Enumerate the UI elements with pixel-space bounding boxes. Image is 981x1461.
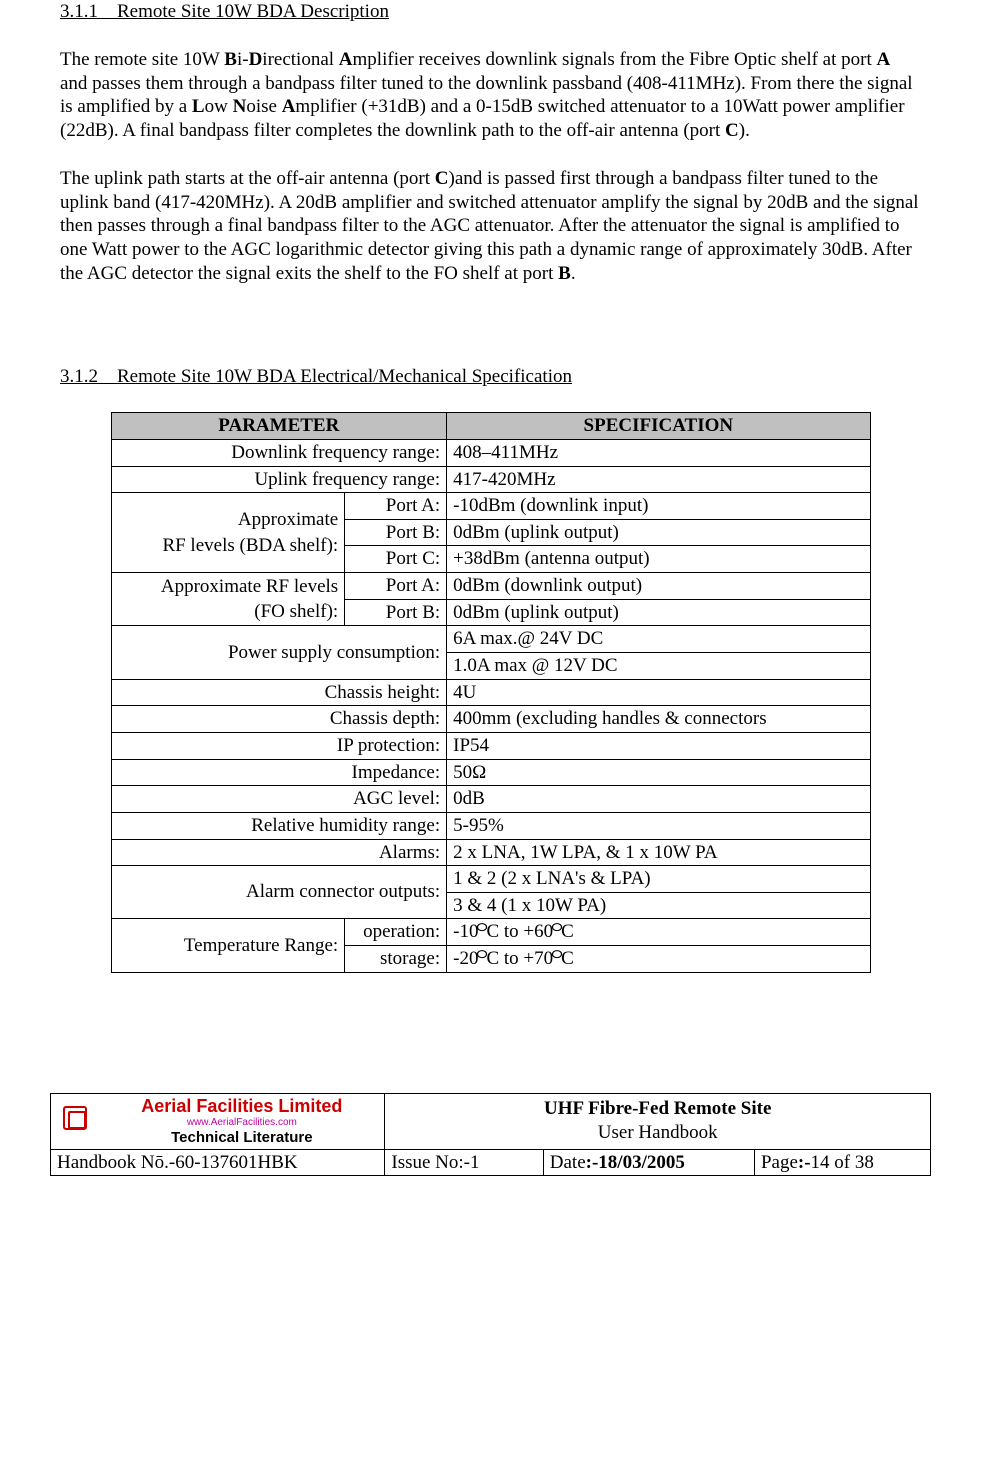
table-row: AGC level: 0dB — [111, 786, 870, 813]
cell-param: Downlink frequency range: — [111, 439, 447, 466]
cell-sub: storage: — [345, 946, 447, 973]
footer-issue: Issue No:-1 — [385, 1149, 543, 1176]
cell-spec: 400mm (excluding handles & connectors — [447, 706, 870, 733]
cell-spec: -10C to +60C — [447, 919, 870, 946]
spec-table: PARAMETER SPECIFICATION Downlink frequen… — [111, 412, 871, 972]
header-specification: SPECIFICATION — [447, 413, 870, 440]
table-row: IP protection: IP54 — [111, 732, 870, 759]
brand-line2: Technical Literature — [105, 1129, 378, 1148]
cell-param: Alarms: — [111, 839, 447, 866]
page-footer: Aerial Facilities Limited www.AerialFaci… — [0, 1093, 981, 1197]
cell-spec: 4U — [447, 679, 870, 706]
section-title: Remote Site 10W BDA Description — [117, 1, 389, 22]
cell-spec: 3 & 4 (1 x 10W PA) — [447, 892, 870, 919]
table-row: Temperature Range: operation: -10C to +6… — [111, 919, 870, 946]
section-title: Remote Site 10W BDA Electrical/Mechanica… — [117, 366, 572, 387]
cell-sub: Port A: — [345, 573, 447, 600]
footer-title-cell: UHF Fibre-Fed Remote Site User Handbook — [385, 1093, 931, 1149]
cell-param: Chassis height: — [111, 679, 447, 706]
cell-spec: IP54 — [447, 732, 870, 759]
cell-spec: 0dBm (downlink output) — [447, 573, 870, 600]
cell-spec: 408–411MHz — [447, 439, 870, 466]
footer-page: Page:-14 of 38 — [754, 1149, 930, 1176]
cell-spec: +38dBm (antenna output) — [447, 546, 870, 573]
table-row: Chassis height: 4U — [111, 679, 870, 706]
footer-table: Aerial Facilities Limited www.AerialFaci… — [50, 1093, 931, 1177]
footer-date: Date:-18/03/2005 — [543, 1149, 754, 1176]
table-row: Uplink frequency range: 417-420MHz — [111, 466, 870, 493]
cell-spec: 50Ω — [447, 759, 870, 786]
cell-param-group: ApproximateRF levels (BDA shelf): — [111, 493, 345, 573]
cell-spec: 1 & 2 (2 x LNA's & LPA) — [447, 866, 870, 893]
cell-spec: -10dBm (downlink input) — [447, 493, 870, 520]
cell-sub: Port B: — [345, 519, 447, 546]
cell-spec: 5-95% — [447, 812, 870, 839]
footer-handbook: Handbook Nō.-60-137601HBK — [51, 1149, 385, 1176]
table-row: Approximate RF levels(FO shelf): Port A:… — [111, 573, 870, 600]
cell-param-group: Temperature Range: — [111, 919, 345, 972]
section-number: 3.1.1 — [60, 1, 98, 22]
cell-spec: 1.0A max @ 12V DC — [447, 653, 870, 680]
cell-sub: Port A: — [345, 493, 447, 520]
table-row: Alarm connector outputs: 1 & 2 (2 x LNA'… — [111, 866, 870, 893]
section-number: 3.1.2 — [60, 366, 98, 387]
section-heading-311: 3.1.1 Remote Site 10W BDA Description — [60, 0, 921, 24]
cell-param: Impedance: — [111, 759, 447, 786]
cell-param: AGC level: — [111, 786, 447, 813]
cell-sub: operation: — [345, 919, 447, 946]
cell-spec: 6A max.@ 24V DC — [447, 626, 870, 653]
logo-icon — [63, 1106, 87, 1130]
paragraph-1: The remote site 10W Bi-Directional Ampli… — [60, 48, 921, 143]
cell-param: Uplink frequency range: — [111, 466, 447, 493]
section-heading-312: 3.1.2 Remote Site 10W BDA Electrical/Mec… — [60, 365, 921, 389]
cell-spec: 417-420MHz — [447, 466, 870, 493]
footer-title-bold: UHF Fibre-Fed Remote Site — [544, 1098, 771, 1119]
table-row: Power supply consumption: 6A max.@ 24V D… — [111, 626, 870, 653]
cell-spec: 0dB — [447, 786, 870, 813]
footer-logo-cell — [51, 1093, 100, 1149]
cell-sub: Port C: — [345, 546, 447, 573]
cell-param-group: Approximate RF levels(FO shelf): — [111, 573, 345, 626]
table-row: Alarms: 2 x LNA, 1W LPA, & 1 x 10W PA — [111, 839, 870, 866]
cell-param: IP protection: — [111, 732, 447, 759]
cell-sub: Port B: — [345, 599, 447, 626]
cell-param-group: Alarm connector outputs: — [111, 866, 447, 919]
cell-param-group: Power supply consumption: — [111, 626, 447, 679]
table-header-row: PARAMETER SPECIFICATION — [111, 413, 870, 440]
cell-param: Relative humidity range: — [111, 812, 447, 839]
cell-spec: 0dBm (uplink output) — [447, 519, 870, 546]
footer-title-plain: User Handbook — [598, 1122, 718, 1143]
footer-brand-cell: Aerial Facilities Limited www.AerialFaci… — [99, 1093, 385, 1149]
table-row: ApproximateRF levels (BDA shelf): Port A… — [111, 493, 870, 520]
table-row: Impedance: 50Ω — [111, 759, 870, 786]
table-row: Relative humidity range: 5-95% — [111, 812, 870, 839]
cell-spec: 0dBm (uplink output) — [447, 599, 870, 626]
table-row: Chassis depth: 400mm (excluding handles … — [111, 706, 870, 733]
cell-spec: -20C to +70C — [447, 946, 870, 973]
cell-spec: 2 x LNA, 1W LPA, & 1 x 10W PA — [447, 839, 870, 866]
brand-line1: Aerial Facilities Limited — [141, 1096, 342, 1116]
cell-param: Chassis depth: — [111, 706, 447, 733]
header-parameter: PARAMETER — [111, 413, 447, 440]
table-row: Downlink frequency range: 408–411MHz — [111, 439, 870, 466]
paragraph-2: The uplink path starts at the off-air an… — [60, 167, 921, 286]
